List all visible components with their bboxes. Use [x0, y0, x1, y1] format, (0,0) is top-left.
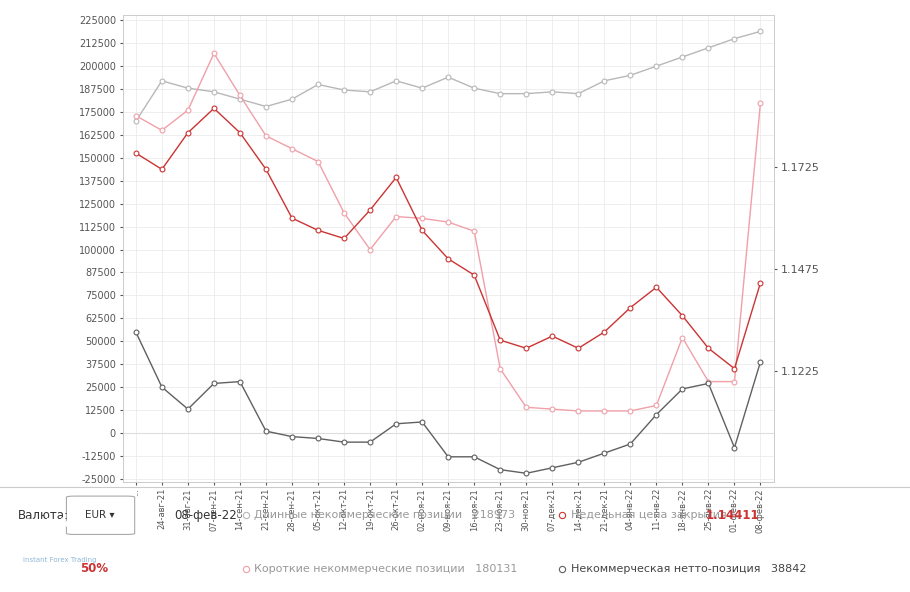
Text: 08-фев-22: 08-фев-22: [175, 509, 238, 522]
Text: Длинные некоммерческие позиции   218973: Длинные некоммерческие позиции 218973: [254, 510, 515, 520]
Text: 1.14411: 1.14411: [705, 509, 759, 522]
Text: Недельная цена закрытия: Недельная цена закрытия: [571, 510, 737, 520]
FancyBboxPatch shape: [66, 496, 135, 535]
Text: EUR ▾: EUR ▾: [86, 510, 115, 520]
Text: Валюта:: Валюта:: [18, 509, 69, 522]
Text: 50%: 50%: [80, 562, 107, 575]
Text: Короткие некоммерческие позиции   180131: Короткие некоммерческие позиции 180131: [254, 564, 517, 574]
Text: Некоммерческая нетто-позиция   38842: Некоммерческая нетто-позиция 38842: [571, 564, 806, 574]
Text: instaforex: instaforex: [25, 517, 96, 530]
Text: Instant Forex Trading: Instant Forex Trading: [24, 557, 96, 563]
